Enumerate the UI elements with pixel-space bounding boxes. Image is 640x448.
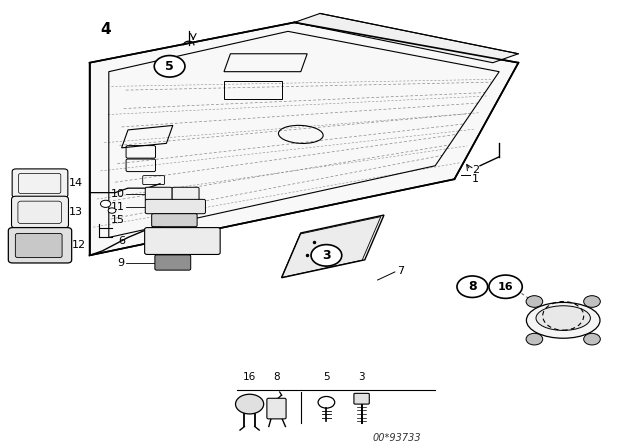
Text: 5: 5 [323,372,330,382]
Text: 16: 16 [243,372,256,382]
Text: 8: 8 [273,372,280,382]
FancyBboxPatch shape [145,228,220,254]
Text: 9: 9 [118,258,125,267]
Text: 00*93733: 00*93733 [372,433,421,443]
FancyBboxPatch shape [152,214,197,227]
Text: 10: 10 [111,189,125,199]
Text: 5: 5 [165,60,174,73]
FancyBboxPatch shape [145,187,172,201]
FancyBboxPatch shape [172,187,199,201]
Circle shape [584,296,600,307]
Ellipse shape [527,302,600,338]
Circle shape [311,245,342,266]
FancyBboxPatch shape [15,233,62,258]
Text: 15: 15 [111,215,125,225]
Text: 7: 7 [397,266,404,276]
Text: 8: 8 [468,280,477,293]
Ellipse shape [536,306,591,331]
Circle shape [236,394,264,414]
Text: 3: 3 [322,249,331,262]
Polygon shape [294,13,518,63]
FancyBboxPatch shape [155,255,191,270]
Text: 12: 12 [72,240,86,250]
FancyBboxPatch shape [145,199,205,214]
FancyBboxPatch shape [12,169,68,198]
Circle shape [100,200,111,207]
Text: 13: 13 [69,207,83,217]
Circle shape [108,208,116,213]
Text: 14: 14 [69,178,83,188]
Text: 2: 2 [472,165,479,175]
Circle shape [526,296,543,307]
Circle shape [584,333,600,345]
FancyBboxPatch shape [8,228,72,263]
Text: 6: 6 [118,236,125,246]
Circle shape [489,275,522,298]
Text: 16: 16 [498,282,513,292]
Circle shape [526,333,543,345]
Polygon shape [282,215,384,278]
Circle shape [154,56,185,77]
FancyBboxPatch shape [12,196,68,228]
FancyBboxPatch shape [354,393,369,404]
Text: 11: 11 [111,202,125,211]
Polygon shape [90,22,518,255]
Text: 1: 1 [472,174,479,184]
Text: 4: 4 [100,22,111,37]
Circle shape [457,276,488,297]
FancyBboxPatch shape [267,398,286,419]
Text: 3: 3 [358,372,365,382]
